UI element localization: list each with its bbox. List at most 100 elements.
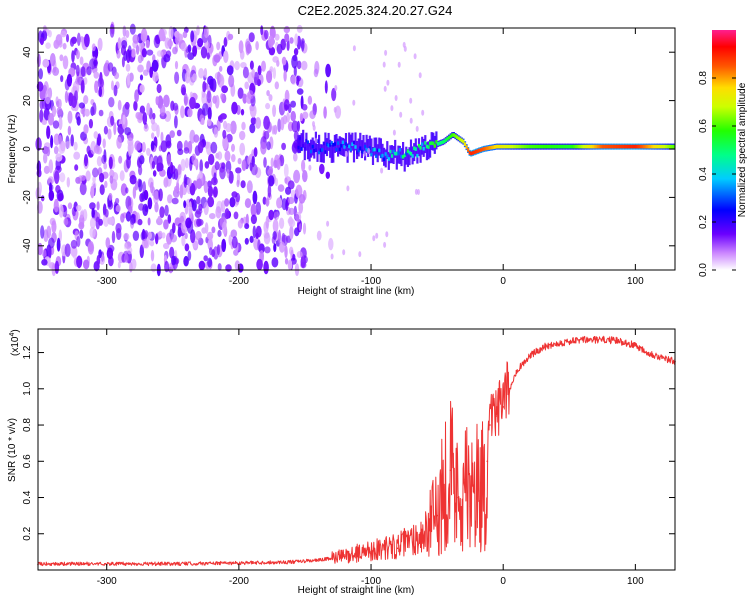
spectrogram-x-ticks: -300 -200 -100 0 100 bbox=[97, 28, 644, 287]
spectrogram-noise-speck bbox=[129, 23, 136, 35]
spectrogram-carrier-halo bbox=[371, 147, 375, 165]
spectrogram-noise-speck bbox=[85, 170, 91, 182]
spectrogram-noise-speck bbox=[137, 218, 143, 226]
spectrogram-noise-speck bbox=[220, 93, 225, 100]
spectrogram-noise-speck bbox=[251, 68, 256, 79]
spectrogram-noise-speck bbox=[158, 188, 163, 202]
spectrogram-carrier-core bbox=[565, 144, 568, 149]
spectrogram-carrier-core bbox=[429, 141, 432, 146]
spectrogram-noise-speck bbox=[237, 219, 243, 229]
spectrogram-noise-speck bbox=[150, 249, 155, 262]
spectrogram-noise-speck bbox=[170, 165, 176, 174]
spectrogram-noise-speck bbox=[224, 150, 231, 162]
spectrogram-noise-speck bbox=[169, 130, 175, 139]
spectrogram-noise-speck bbox=[83, 77, 88, 85]
spectrogram-noise-speck bbox=[90, 185, 95, 199]
spectrogram-noise-speck bbox=[153, 34, 161, 49]
spectrogram-noise-speck bbox=[287, 259, 293, 271]
spectrogram-noise-speck bbox=[198, 68, 205, 79]
spectrogram-noise-speck bbox=[196, 218, 202, 227]
spectrogram-noise-speck bbox=[290, 110, 297, 122]
spectrogram-noise-speck bbox=[195, 230, 202, 241]
spectrogram-noise-speck bbox=[268, 209, 275, 221]
spectrogram-noise-speck bbox=[293, 48, 299, 56]
spectrogram-noise-speck bbox=[87, 241, 95, 255]
chart-title: C2E2.2025.324.20.27.G24 bbox=[298, 3, 453, 18]
spectrogram-noise-speck bbox=[276, 197, 283, 209]
spectrogram-carrier-halo bbox=[387, 151, 390, 170]
spectrogram-noise-speck bbox=[282, 115, 288, 125]
spectrogram-carrier-core bbox=[473, 150, 476, 155]
spectrogram-noise-speck bbox=[40, 195, 45, 202]
spectrogram-noise-speck bbox=[290, 100, 296, 108]
spectrogram-carrier-halo bbox=[327, 132, 330, 151]
spectrogram-carrier-core bbox=[414, 147, 417, 151]
spectrogram-noise-speck bbox=[89, 217, 96, 229]
spectrogram-noise-speck bbox=[290, 74, 297, 85]
spectrogram-noise-speck bbox=[207, 196, 215, 208]
spectrogram-carrier-halo bbox=[406, 149, 409, 167]
spectrogram-noise-speck bbox=[313, 68, 319, 78]
spectrogram-carrier-core bbox=[462, 139, 465, 144]
spectrogram-noise-speck bbox=[235, 167, 242, 174]
spectrogram-carrier-halo bbox=[378, 137, 381, 156]
spectrogram-noise-speck bbox=[89, 202, 96, 210]
spectrogram-echo-speck bbox=[358, 251, 362, 258]
spectrogram-noise-speck bbox=[174, 115, 178, 129]
spectrogram-carrier-core bbox=[574, 144, 578, 149]
spectrogram-noise-speck bbox=[36, 169, 42, 178]
spectrogram-noise-speck bbox=[107, 128, 112, 140]
spectrogram-carrier-core bbox=[313, 149, 316, 153]
spectrogram-carrier-core bbox=[665, 144, 668, 149]
spectrogram-carrier-core bbox=[375, 154, 378, 158]
spectrogram-carrier-core bbox=[390, 154, 394, 158]
spectrogram-noise-speck bbox=[151, 132, 155, 139]
spectrogram-noise-speck bbox=[288, 216, 293, 227]
spectrogram-carrier-core bbox=[612, 144, 616, 149]
spectrogram-noise-speck bbox=[176, 140, 183, 152]
spectrogram-noise-speck bbox=[183, 93, 188, 106]
spectrogram-carrier-core bbox=[511, 144, 514, 149]
spectrogram-noise-speck bbox=[276, 158, 281, 171]
snr-x-ticks: -300 -200 -100 0 100 bbox=[97, 329, 644, 587]
spectrogram-noise-speck bbox=[187, 107, 193, 118]
spectrogram-noise-speck bbox=[176, 33, 183, 42]
spectrogram-noise-speck bbox=[131, 258, 137, 270]
spectrogram-noise-speck bbox=[203, 180, 209, 194]
spectrogram-noise-speck bbox=[286, 112, 290, 123]
spectrogram-noise-speck bbox=[168, 26, 174, 40]
spectrogram-carrier-halo bbox=[319, 144, 322, 163]
spectrogram-noise-speck bbox=[277, 184, 285, 192]
spectrogram-marks bbox=[35, 21, 676, 277]
spectrogram-noise-speck bbox=[272, 219, 279, 233]
spectrogram-carrier-core bbox=[376, 148, 379, 153]
spectrogram-carrier-halo bbox=[349, 134, 352, 153]
spectrogram-noise-speck bbox=[216, 244, 220, 256]
spectrogram-noise-speck bbox=[163, 242, 170, 250]
spectrogram-carrier-core bbox=[522, 144, 525, 149]
spectrogram-carrier-core bbox=[527, 144, 530, 149]
spectrogram-noise-speck bbox=[212, 186, 218, 198]
spectrogram-noise-speck bbox=[217, 263, 222, 271]
spectrogram-noise-speck bbox=[156, 83, 162, 94]
spectrogram-echo-speck bbox=[417, 189, 420, 195]
spectrogram-carrier-core bbox=[508, 144, 511, 149]
spectrogram-noise-speck bbox=[165, 50, 172, 58]
spectrogram-noise-speck bbox=[155, 96, 159, 106]
spectrogram-noise-speck bbox=[301, 159, 306, 172]
spectrogram-echo-speck bbox=[414, 188, 418, 195]
snr-point bbox=[462, 478, 465, 481]
spectrogram-noise-speck bbox=[228, 74, 235, 88]
spectrogram-noise-speck bbox=[209, 213, 216, 220]
spectrogram-carrier-halo bbox=[409, 139, 413, 158]
spectrogram-carrier-core bbox=[373, 147, 376, 152]
spectrogram-carrier-core bbox=[660, 144, 663, 149]
spectrogram-noise-speck bbox=[91, 43, 96, 52]
spectrogram-noise-speck bbox=[97, 37, 103, 52]
spectrogram-noise-speck bbox=[42, 58, 50, 68]
spectrogram-echo-speck bbox=[409, 117, 413, 124]
spectrogram-noise-speck bbox=[239, 142, 246, 156]
spectrogram-noise-speck bbox=[134, 181, 139, 191]
spectrogram-noise-speck bbox=[331, 87, 337, 102]
spectrogram-echo-speck bbox=[413, 53, 417, 60]
